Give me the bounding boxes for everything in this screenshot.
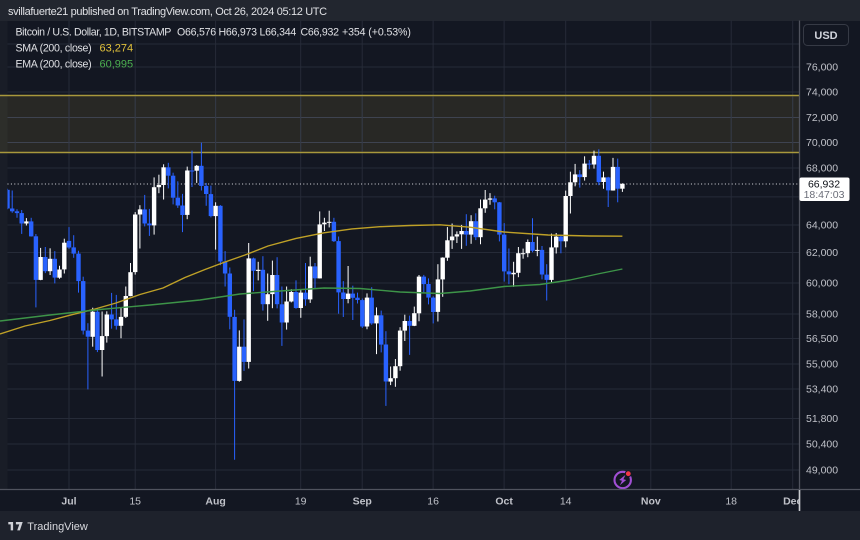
svg-text:68,000: 68,000 (806, 163, 838, 175)
svg-text:55,000: 55,000 (806, 359, 838, 371)
svg-text:Nov: Nov (641, 496, 661, 508)
svg-text:74,000: 74,000 (806, 87, 838, 99)
svg-text:TradingView: TradingView (27, 521, 88, 533)
svg-text:SMA (200, close)63,274: SMA (200, close) 63,274 (16, 43, 134, 55)
svg-text:76,000: 76,000 (806, 62, 838, 74)
svg-text:USD: USD (814, 30, 837, 42)
svg-text:Oct: Oct (495, 496, 513, 508)
svg-text:15: 15 (129, 496, 141, 508)
svg-text:66,932: 66,932 (808, 179, 840, 191)
svg-text:58,000: 58,000 (806, 309, 838, 321)
svg-text:50,400: 50,400 (806, 439, 838, 451)
svg-text:18:47:03: 18:47:03 (804, 189, 845, 201)
svg-text:70,000: 70,000 (806, 137, 838, 149)
svg-text:60,000: 60,000 (806, 278, 838, 290)
svg-text:EMA (200, close)60,995: EMA (200, close) 60,995 (16, 59, 134, 71)
svg-text:19: 19 (295, 496, 307, 508)
svg-text:72,000: 72,000 (806, 112, 838, 124)
svg-text:53,400: 53,400 (806, 384, 838, 396)
svg-text:Dec: Dec (783, 496, 802, 508)
svg-text:Bitcoin / U.S. Dollar, 1D, BIT: Bitcoin / U.S. Dollar, 1D, BITSTAMP O66,5… (16, 27, 411, 39)
svg-text:Aug: Aug (205, 496, 225, 508)
svg-text:51,800: 51,800 (806, 413, 838, 425)
svg-text:Sep: Sep (353, 496, 372, 508)
svg-text:62,000: 62,000 (806, 247, 838, 259)
svg-text:svillafuerte21 published on Tr: svillafuerte21 published on TradingView.… (8, 6, 327, 18)
svg-text:49,000: 49,000 (806, 465, 838, 477)
svg-text:14: 14 (560, 496, 572, 508)
svg-text:18: 18 (725, 496, 737, 508)
svg-text:16: 16 (427, 496, 439, 508)
svg-text:Jul: Jul (61, 496, 76, 508)
svg-text:56,500: 56,500 (806, 333, 838, 345)
svg-text:64,000: 64,000 (806, 220, 838, 232)
